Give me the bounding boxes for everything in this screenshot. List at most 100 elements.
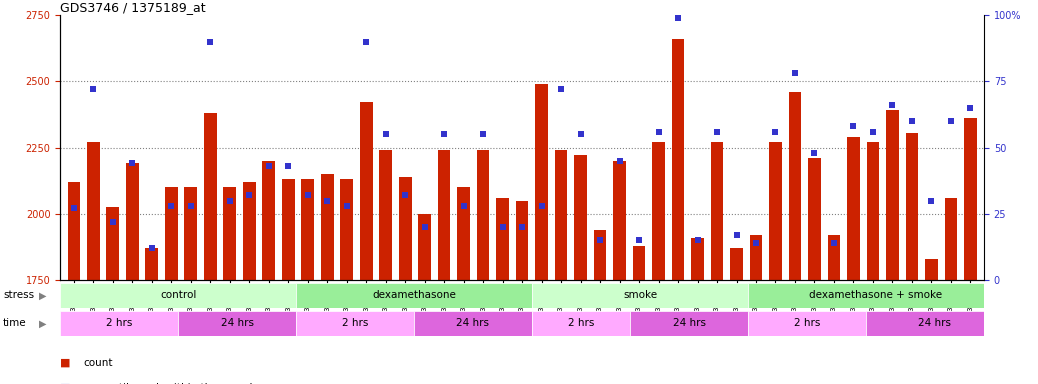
Point: [280, 163, 297, 169]
Bar: [866, 311, 1004, 336]
Point: [534, 203, 550, 209]
Text: 2 hrs: 2 hrs: [568, 318, 595, 328]
Text: percentile rank within the sample: percentile rank within the sample: [83, 383, 258, 384]
Bar: [203, 113, 217, 384]
Point: [670, 15, 686, 21]
Point: [747, 240, 764, 246]
Text: stress: stress: [3, 291, 34, 301]
Bar: [496, 198, 509, 384]
Bar: [360, 103, 373, 384]
Bar: [905, 133, 919, 384]
Point: [105, 218, 121, 225]
Bar: [60, 311, 179, 336]
Bar: [126, 164, 139, 384]
Text: 2 hrs: 2 hrs: [106, 318, 133, 328]
Text: 24 hrs: 24 hrs: [457, 318, 490, 328]
Bar: [594, 230, 606, 384]
Bar: [301, 179, 315, 384]
Bar: [107, 207, 119, 384]
Point: [494, 224, 511, 230]
Point: [904, 118, 921, 124]
Bar: [749, 235, 762, 384]
Bar: [263, 161, 275, 384]
Bar: [574, 156, 586, 384]
Text: ■: ■: [60, 383, 71, 384]
Bar: [296, 283, 531, 308]
Point: [943, 118, 959, 124]
Point: [241, 192, 257, 198]
Bar: [809, 158, 821, 384]
Bar: [827, 235, 841, 384]
Bar: [87, 142, 100, 384]
Point: [143, 245, 160, 251]
Point: [825, 240, 842, 246]
Point: [865, 129, 881, 135]
Point: [962, 105, 979, 111]
Bar: [476, 150, 490, 384]
Bar: [438, 150, 450, 384]
Bar: [516, 200, 528, 384]
Bar: [296, 311, 414, 336]
Text: 24 hrs: 24 hrs: [919, 318, 952, 328]
Bar: [633, 245, 646, 384]
Point: [436, 131, 453, 137]
Point: [611, 158, 628, 164]
Bar: [165, 187, 177, 384]
Point: [85, 86, 102, 92]
Text: ▶: ▶: [39, 318, 47, 328]
Bar: [925, 259, 937, 384]
Text: dexamethasone: dexamethasone: [372, 291, 456, 301]
Point: [338, 203, 355, 209]
Point: [729, 232, 745, 238]
Bar: [145, 248, 158, 384]
Point: [397, 192, 413, 198]
Bar: [243, 182, 255, 384]
Point: [358, 38, 375, 45]
Point: [202, 38, 219, 45]
Bar: [672, 39, 684, 384]
Text: ▶: ▶: [39, 291, 47, 301]
Bar: [340, 179, 353, 384]
Point: [65, 205, 82, 212]
Point: [299, 192, 316, 198]
Text: dexamethasone + smoke: dexamethasone + smoke: [810, 291, 943, 301]
Bar: [964, 118, 977, 384]
Text: count: count: [83, 358, 112, 368]
Bar: [418, 214, 431, 384]
Point: [474, 131, 491, 137]
Bar: [630, 311, 748, 336]
Text: 24 hrs: 24 hrs: [221, 318, 253, 328]
Bar: [748, 311, 866, 336]
Point: [709, 129, 726, 135]
Bar: [67, 182, 80, 384]
Bar: [223, 187, 236, 384]
Point: [261, 163, 277, 169]
Bar: [652, 142, 665, 384]
Bar: [789, 92, 801, 384]
Point: [689, 237, 706, 243]
Bar: [321, 174, 333, 384]
Point: [631, 237, 648, 243]
Bar: [531, 283, 748, 308]
Text: ■: ■: [60, 358, 71, 368]
Bar: [945, 198, 957, 384]
Point: [124, 161, 140, 167]
Text: smoke: smoke: [623, 291, 657, 301]
Bar: [399, 177, 411, 384]
Point: [807, 150, 823, 156]
Text: 24 hrs: 24 hrs: [673, 318, 706, 328]
Point: [884, 102, 901, 108]
Text: 2 hrs: 2 hrs: [794, 318, 820, 328]
Text: time: time: [3, 318, 27, 328]
Bar: [711, 142, 723, 384]
Bar: [179, 311, 296, 336]
Point: [319, 197, 335, 204]
Bar: [458, 187, 470, 384]
Bar: [282, 179, 295, 384]
Point: [416, 224, 433, 230]
Bar: [536, 84, 548, 384]
Text: 2 hrs: 2 hrs: [342, 318, 368, 328]
Bar: [691, 238, 704, 384]
Point: [183, 203, 199, 209]
Point: [572, 131, 589, 137]
